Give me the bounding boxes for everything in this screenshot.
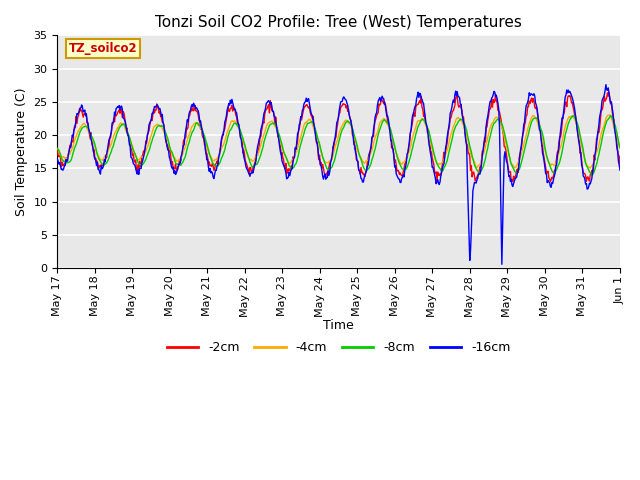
X-axis label: Time: Time	[323, 319, 354, 332]
Legend: -2cm, -4cm, -8cm, -16cm: -2cm, -4cm, -8cm, -16cm	[162, 336, 516, 360]
Text: TZ_soilco2: TZ_soilco2	[68, 42, 137, 55]
Title: Tonzi Soil CO2 Profile: Tree (West) Temperatures: Tonzi Soil CO2 Profile: Tree (West) Temp…	[156, 15, 522, 30]
Y-axis label: Soil Temperature (C): Soil Temperature (C)	[15, 87, 28, 216]
